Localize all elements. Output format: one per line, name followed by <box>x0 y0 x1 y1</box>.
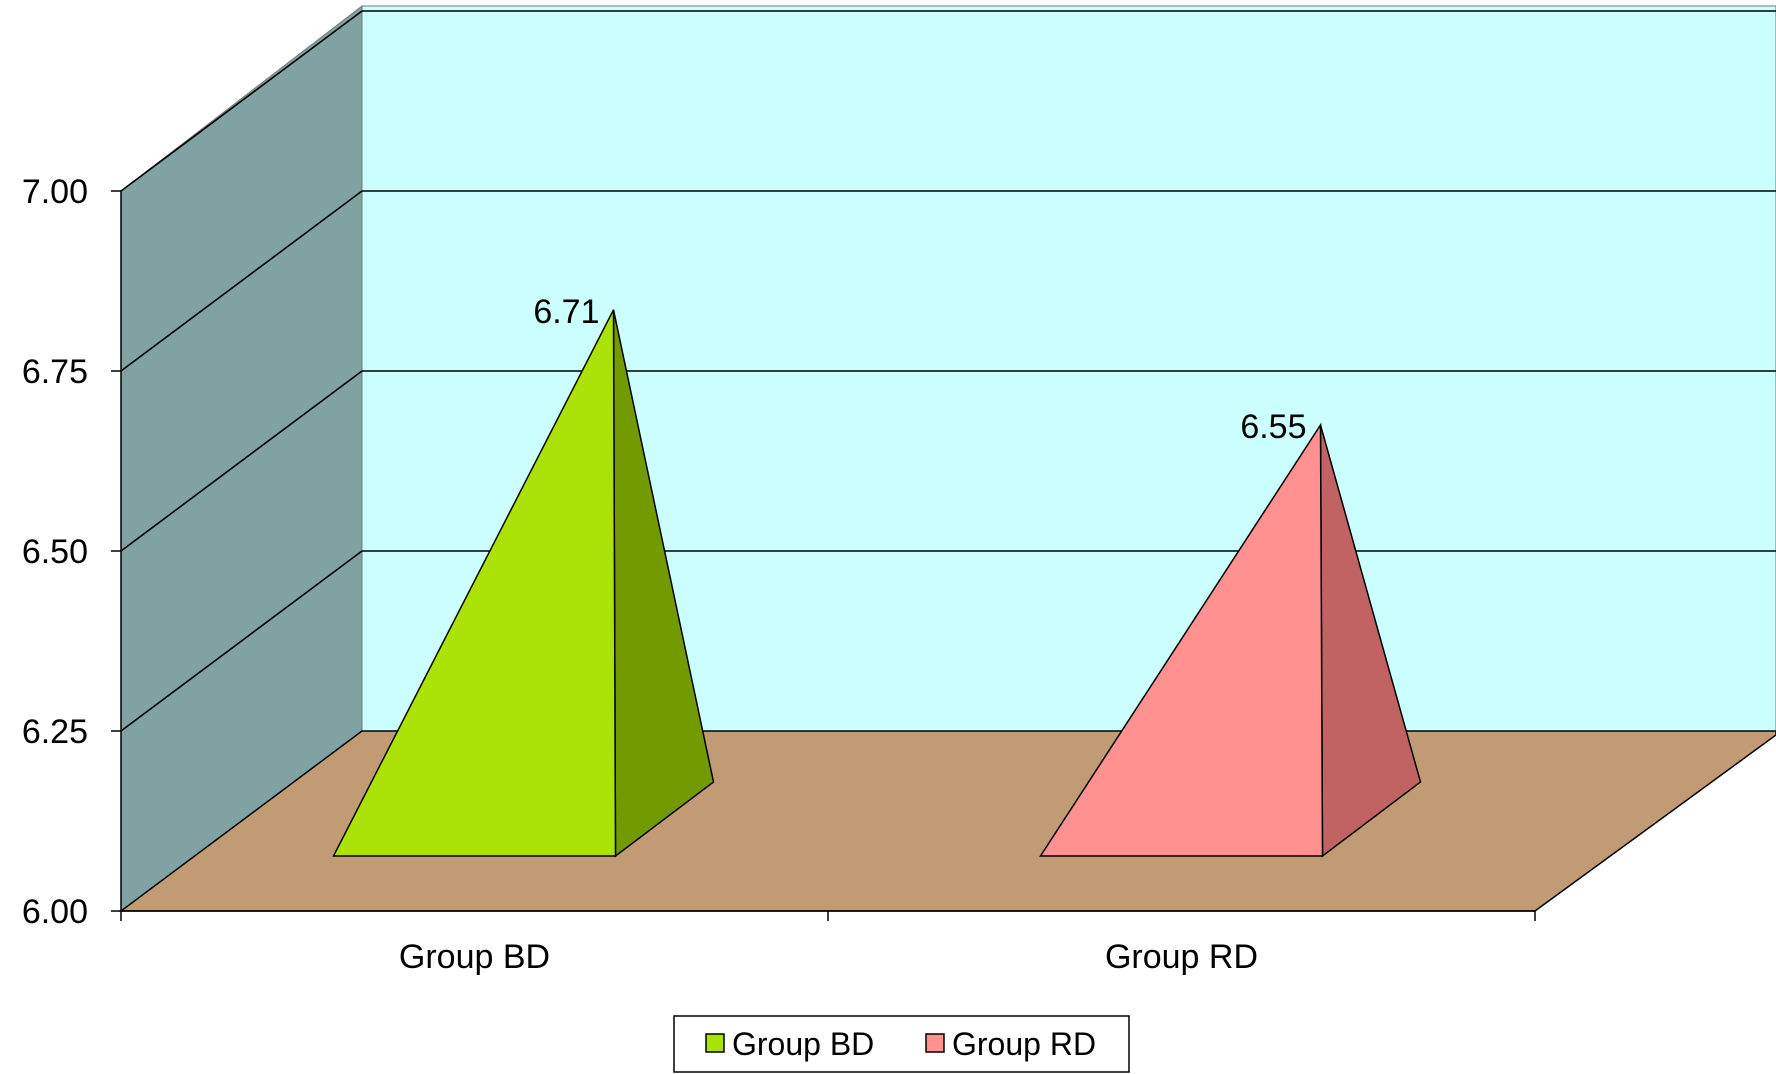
data-label: 6.55 <box>1240 408 1306 446</box>
data-label: 6.71 <box>533 293 599 331</box>
gridline-side <box>120 190 363 372</box>
y-tick-label: 6.75 <box>22 353 88 391</box>
pyramid-series: 6.71 6.55 <box>332 293 1422 858</box>
legend-label: Group RD <box>952 1026 1096 1062</box>
gridline-side <box>120 550 363 732</box>
legend-label: Group BD <box>732 1026 874 1062</box>
gridline-side <box>120 370 363 552</box>
legend-swatch <box>705 1033 725 1053</box>
chart-walls <box>118 4 1776 912</box>
legend-swatch <box>925 1033 945 1053</box>
y-tick-label: 6.00 <box>22 893 88 931</box>
x-category-label: Group BD <box>399 938 550 976</box>
x-category-label: Group RD <box>1105 938 1258 976</box>
y-tick-label: 6.25 <box>22 713 88 751</box>
pyramid-front-face <box>332 309 617 857</box>
y-tick-label: 6.50 <box>22 533 88 571</box>
x-axis: Group BD Group RD <box>120 910 1536 976</box>
pyramid-front-face <box>1039 422 1324 857</box>
y-tick-label: 7.00 <box>22 173 88 211</box>
pyramid-1: 6.71 <box>332 293 715 858</box>
pyramid-2: 6.55 <box>1039 408 1422 858</box>
legend-box <box>673 1015 1130 1073</box>
legend: Group BD Group RD <box>673 1015 1130 1073</box>
y-axis: 7.00 6.75 6.50 6.25 6.00 <box>22 173 122 931</box>
gridline-side <box>120 10 363 192</box>
